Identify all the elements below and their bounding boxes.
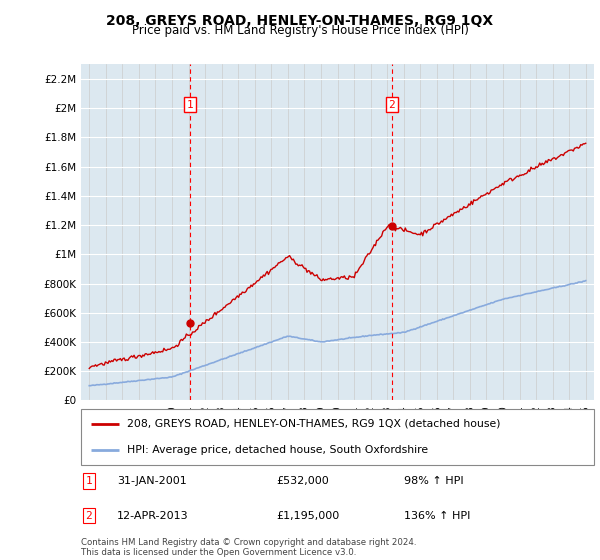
Text: 1: 1	[85, 476, 92, 486]
Text: 31-JAN-2001: 31-JAN-2001	[117, 476, 187, 486]
Text: Contains HM Land Registry data © Crown copyright and database right 2024.
This d: Contains HM Land Registry data © Crown c…	[81, 538, 416, 557]
Text: 136% ↑ HPI: 136% ↑ HPI	[404, 511, 470, 521]
Text: 2: 2	[85, 511, 92, 521]
Text: 98% ↑ HPI: 98% ↑ HPI	[404, 476, 464, 486]
Text: 1: 1	[187, 100, 193, 110]
Text: 208, GREYS ROAD, HENLEY-ON-THAMES, RG9 1QX (detached house): 208, GREYS ROAD, HENLEY-ON-THAMES, RG9 1…	[127, 419, 500, 429]
Text: 12-APR-2013: 12-APR-2013	[117, 511, 188, 521]
Text: HPI: Average price, detached house, South Oxfordshire: HPI: Average price, detached house, Sout…	[127, 445, 428, 455]
Text: 208, GREYS ROAD, HENLEY-ON-THAMES, RG9 1QX: 208, GREYS ROAD, HENLEY-ON-THAMES, RG9 1…	[106, 14, 494, 28]
Text: 2: 2	[388, 100, 395, 110]
FancyBboxPatch shape	[81, 409, 594, 465]
Text: £532,000: £532,000	[276, 476, 329, 486]
Text: £1,195,000: £1,195,000	[276, 511, 339, 521]
Text: Price paid vs. HM Land Registry's House Price Index (HPI): Price paid vs. HM Land Registry's House …	[131, 24, 469, 36]
